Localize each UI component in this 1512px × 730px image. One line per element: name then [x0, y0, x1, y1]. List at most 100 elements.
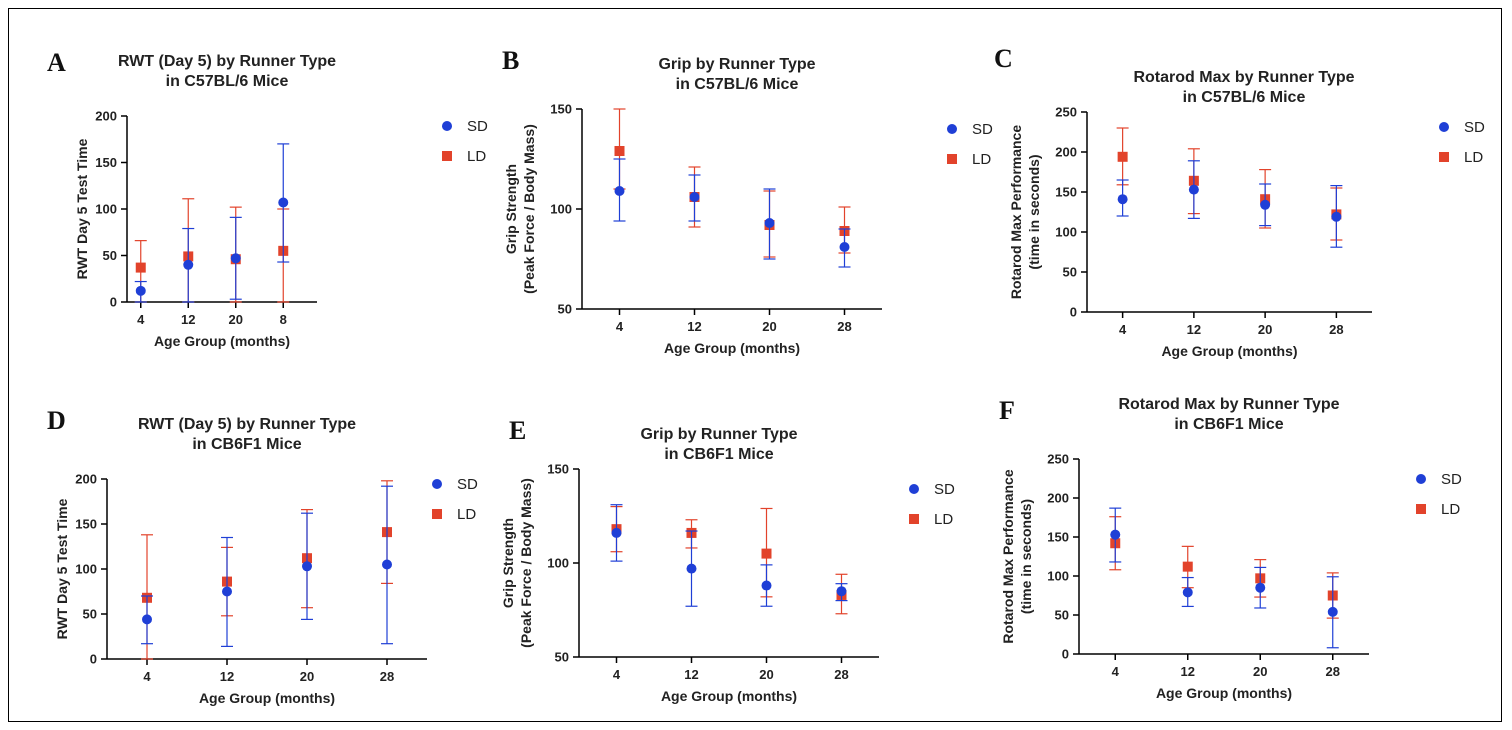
point-sd	[1260, 199, 1271, 210]
chart-d: D RWT (Day 5) by Runner Type in CB6F1 Mice…	[47, 406, 478, 706]
point-ld	[1117, 151, 1128, 162]
x-tick-label: 12	[687, 319, 701, 334]
x-tick-label: 4	[137, 312, 145, 327]
panel-letter: B	[502, 46, 519, 75]
x-tick-label: 28	[834, 667, 848, 682]
point-ld	[135, 262, 146, 273]
legend-label-ld: LD	[934, 511, 953, 528]
legend-label-ld: LD	[972, 151, 991, 168]
legend-label-sd: SD	[1441, 471, 1462, 488]
x-tick-label: 12	[1181, 664, 1195, 679]
chart-title: in C57BL/6 Mice	[676, 76, 799, 93]
y-tick-label: 200	[95, 109, 117, 124]
y-tick-label: 0	[1070, 305, 1077, 320]
x-tick-label: 4	[613, 667, 621, 682]
y-tick-label: 200	[1055, 145, 1077, 160]
chart-title: Grip by Runner Type	[640, 426, 797, 443]
legend-marker-ld	[432, 509, 442, 519]
point-sd	[1182, 587, 1193, 598]
legend-label-ld: LD	[457, 506, 476, 523]
panel-letter: C	[994, 44, 1013, 73]
legend-label-sd: SD	[1464, 119, 1485, 136]
x-tick-label: 28	[380, 669, 394, 684]
panel-letter: F	[999, 396, 1015, 425]
legend-marker-ld	[1439, 152, 1449, 162]
point-sd	[839, 242, 850, 252]
panel-letter: E	[509, 416, 526, 445]
point-sd	[230, 253, 241, 264]
y-axis-label: (time in seconds)	[1018, 499, 1034, 614]
point-ld	[614, 146, 625, 156]
point-sd	[836, 586, 847, 597]
y-axis-label: (Peak Force / Body Mass)	[521, 124, 537, 294]
x-axis-label: Age Group (months)	[664, 340, 800, 356]
x-tick-label: 20	[759, 667, 773, 682]
chart-title: in C57BL/6 Mice	[166, 73, 289, 90]
y-axis-label: Grip Strength	[503, 164, 519, 254]
y-tick-label: 0	[110, 295, 117, 310]
point-sd	[686, 563, 697, 574]
legend-label-sd: SD	[457, 476, 478, 493]
x-tick-label: 28	[1326, 664, 1340, 679]
y-axis-label: Rotarod Max Performance	[1008, 125, 1024, 299]
point-sd	[302, 561, 312, 572]
panel-f: F Rotarod Max by Runner Type in CB6F1 Mice…	[984, 389, 1464, 701]
legend-marker-ld	[909, 514, 919, 524]
chart-f: F Rotarod Max by Runner Type in CB6F1 Mice…	[999, 396, 1462, 701]
panel-a: A RWT (Day 5) by Runner Type in C57BL/6 Mi…	[37, 31, 488, 349]
legend-label-ld: LD	[467, 148, 486, 165]
legend-label-sd: SD	[467, 118, 488, 135]
x-tick-label: 20	[1253, 664, 1267, 679]
legend-marker-ld	[947, 154, 957, 164]
legend-marker-ld	[1416, 504, 1426, 514]
point-sd	[135, 285, 146, 296]
point-sd	[1255, 582, 1266, 593]
y-tick-label: 100	[95, 202, 117, 217]
point-sd	[1110, 529, 1121, 540]
chart-title: RWT (Day 5) by Runner Type	[138, 416, 356, 433]
panel-letter: A	[47, 48, 66, 77]
chart-a: A RWT (Day 5) by Runner Type in C57BL/6 Mi…	[47, 48, 488, 349]
legend-marker-sd	[432, 479, 442, 489]
legend-label-sd: SD	[972, 121, 993, 138]
point-sd	[1331, 211, 1342, 222]
x-tick-label: 12	[220, 669, 234, 684]
chart-b: B Grip by Runner Type in C57BL/6 Mice 50 100…	[502, 46, 993, 356]
point-sd	[142, 614, 152, 625]
point-sd	[1188, 184, 1199, 195]
y-tick-label: 150	[550, 102, 572, 117]
x-tick-label: 12	[684, 667, 698, 682]
point-sd	[278, 197, 289, 208]
chart-title: in CB6F1 Mice	[1174, 416, 1283, 433]
y-axis-label: RWT Day 5 Test Time	[54, 498, 70, 639]
point-sd	[761, 580, 772, 591]
chart-title: Rotarod Max by Runner Type	[1118, 396, 1339, 413]
x-tick-label: 4	[143, 669, 151, 684]
point-sd	[183, 259, 194, 270]
y-tick-label: 150	[547, 462, 569, 477]
chart-c: C Rotarod Max by Runner Type in C57BL/6 Mi…	[994, 44, 1485, 359]
y-tick-label: 50	[83, 607, 97, 622]
x-tick-label: 4	[1119, 322, 1127, 337]
y-tick-label: 50	[558, 302, 572, 317]
y-tick-label: 250	[1047, 452, 1069, 467]
y-tick-label: 150	[75, 517, 97, 532]
x-tick-label: 12	[1187, 322, 1201, 337]
y-axis-label: RWT Day 5 Test Time	[74, 138, 90, 279]
point-sd	[614, 186, 625, 196]
x-tick-label: 20	[762, 319, 776, 334]
chart-e: E Grip by Runner Type in CB6F1 Mice 50 100 15…	[500, 416, 955, 704]
x-axis-label: Age Group (months)	[154, 333, 290, 349]
y-tick-label: 150	[95, 155, 117, 170]
y-axis-label: Grip Strength	[500, 518, 516, 608]
x-axis-label: Age Group (months)	[1156, 685, 1292, 701]
y-tick-label: 100	[547, 556, 569, 571]
y-tick-label: 200	[75, 472, 97, 487]
legend-label-ld: LD	[1441, 501, 1460, 518]
chart-title: RWT (Day 5) by Runner Type	[118, 53, 336, 70]
y-tick-label: 0	[1062, 647, 1069, 662]
x-tick-label: 20	[1258, 322, 1272, 337]
point-sd	[222, 586, 232, 597]
y-tick-label: 150	[1047, 530, 1069, 545]
y-axis-label: Rotarod Max Performance	[1000, 469, 1016, 643]
